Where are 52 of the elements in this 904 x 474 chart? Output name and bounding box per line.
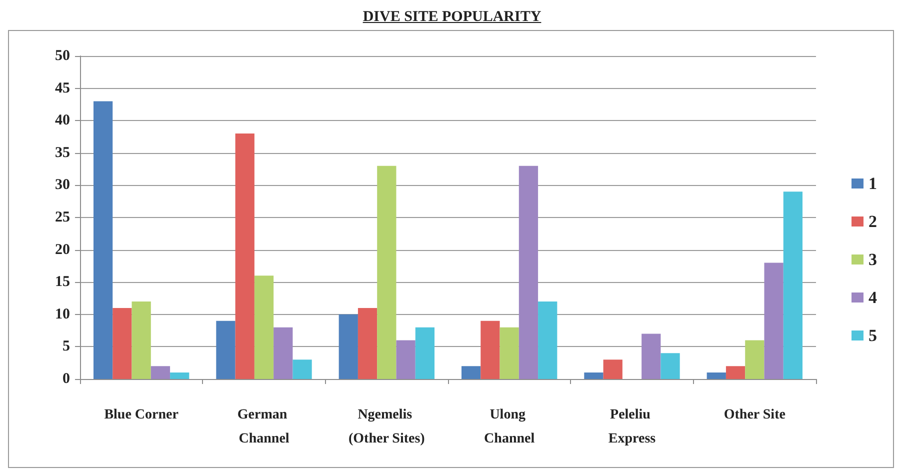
bar xyxy=(396,340,416,379)
y-tick-label: 25 xyxy=(55,210,70,226)
y-tick-label: 0 xyxy=(62,371,70,387)
chart-title: DIVE SITE POPULARITY xyxy=(362,9,542,25)
bar xyxy=(518,166,538,379)
y-tick-label: 35 xyxy=(55,144,70,161)
x-tick-label: German Channel xyxy=(237,408,291,446)
bar xyxy=(706,372,726,379)
x-tick-label: Ngemelis (Other Sites) xyxy=(348,408,426,446)
x-tick-label: Other Site xyxy=(724,408,786,422)
bar xyxy=(415,327,435,379)
bar xyxy=(93,101,113,379)
bar xyxy=(726,366,746,379)
bar xyxy=(461,366,481,379)
y-tick-label: 40 xyxy=(55,112,70,129)
bar xyxy=(170,372,190,379)
bar xyxy=(358,308,378,379)
bar xyxy=(150,366,170,379)
bar xyxy=(254,276,274,379)
bar xyxy=(377,166,396,379)
legend-label: 1 xyxy=(868,174,877,193)
x-tick-label: Ulong Channel xyxy=(484,408,535,446)
y-tick-label: 50 xyxy=(55,48,70,64)
x-tick-label: Peleliu Express xyxy=(608,408,656,446)
bar xyxy=(132,301,151,379)
bar xyxy=(783,192,803,379)
bar xyxy=(603,360,622,379)
x-tick-label: Blue Corner xyxy=(104,408,178,422)
bar xyxy=(745,340,764,379)
bar xyxy=(112,308,132,379)
y-tick-label: 20 xyxy=(55,242,70,258)
bar xyxy=(480,320,500,379)
y-tick-label: 15 xyxy=(55,274,70,290)
bar xyxy=(764,262,784,379)
bar xyxy=(642,334,661,379)
legend-label: 5 xyxy=(868,326,877,345)
bar xyxy=(338,314,358,379)
legend-label: 4 xyxy=(868,288,878,307)
bar xyxy=(538,301,558,379)
bar xyxy=(660,353,680,379)
bar xyxy=(500,327,519,379)
bar xyxy=(274,327,293,379)
bar xyxy=(216,320,236,379)
legend-label: 3 xyxy=(868,250,877,269)
legend-label: 2 xyxy=(868,212,877,231)
y-tick-label: 45 xyxy=(55,80,70,96)
bar xyxy=(584,372,604,379)
y-tick-label: 10 xyxy=(55,306,70,322)
bar xyxy=(292,360,312,379)
y-tick-label: 30 xyxy=(55,177,70,194)
bar xyxy=(235,134,254,379)
y-tick-label: 5 xyxy=(62,338,70,355)
